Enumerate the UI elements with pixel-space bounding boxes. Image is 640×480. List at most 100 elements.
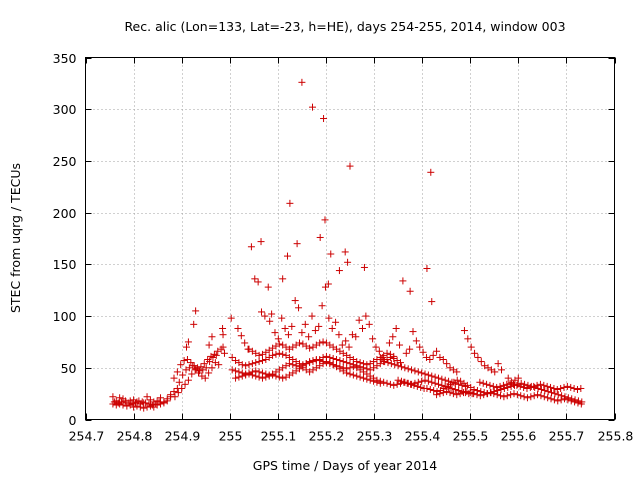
x-tick-label: 255.4 [405, 429, 441, 444]
data-point [499, 381, 507, 389]
data-point [393, 380, 401, 388]
data-point [376, 379, 384, 387]
data-point [553, 386, 561, 394]
data-point [352, 333, 360, 341]
data-point [278, 314, 286, 322]
data-point [443, 360, 451, 368]
data-point [428, 378, 436, 386]
data-point [467, 343, 475, 351]
data-point [269, 351, 277, 359]
data-point [265, 372, 273, 380]
data-point [544, 388, 552, 396]
data-point [258, 374, 266, 382]
data-point [349, 363, 357, 371]
data-point [489, 382, 497, 390]
data-point [241, 339, 249, 347]
data-point [544, 394, 552, 402]
data-point [389, 333, 397, 341]
y-tick-label: 150 [53, 257, 77, 272]
data-point [133, 402, 141, 410]
data-point [474, 353, 482, 361]
data-point [258, 357, 266, 365]
data-point [490, 390, 498, 398]
data-point [453, 376, 461, 384]
data-point [333, 356, 341, 364]
data-point [521, 380, 529, 388]
data-point [503, 392, 511, 400]
data-point [417, 383, 425, 391]
data-point [318, 302, 326, 310]
data-point [232, 367, 240, 375]
data-point [453, 391, 461, 399]
data-point [346, 370, 354, 378]
data-point [281, 324, 289, 332]
data-point [418, 377, 426, 385]
data-point [408, 366, 416, 374]
data-point [428, 372, 436, 380]
data-point [510, 390, 518, 398]
data-point [219, 343, 227, 351]
data-point [486, 389, 494, 397]
data-point [322, 358, 330, 366]
data-point [491, 368, 499, 376]
data-point [513, 391, 521, 399]
data-point [275, 340, 283, 348]
data-point [238, 361, 246, 369]
data-point [363, 375, 371, 383]
data-point [301, 320, 309, 328]
data-point [480, 391, 488, 399]
data-point [155, 398, 163, 406]
data-point [380, 378, 388, 386]
y-tick-label: 250 [53, 154, 77, 169]
data-point [309, 357, 317, 365]
data-point [228, 366, 236, 374]
data-point [513, 381, 521, 389]
data-point [471, 349, 479, 357]
data-point [242, 362, 250, 370]
data-point [247, 243, 255, 251]
data-point [464, 335, 472, 343]
data-point [284, 331, 292, 339]
data-point [363, 361, 371, 369]
data-point [406, 287, 414, 295]
data-point [416, 343, 424, 351]
data-point [321, 216, 329, 224]
data-point [520, 383, 528, 391]
data-point [179, 371, 187, 379]
data-point [205, 341, 213, 349]
data-point [517, 392, 525, 400]
data-point [423, 384, 431, 392]
data-point [418, 369, 426, 377]
data-point [527, 393, 535, 401]
data-point [312, 356, 320, 364]
data-point [506, 379, 514, 387]
data-point [257, 238, 265, 246]
data-point [274, 335, 282, 343]
data-point [379, 353, 387, 361]
data-point [248, 371, 256, 379]
data-point [355, 316, 363, 324]
data-point [157, 394, 165, 402]
data-point [359, 374, 367, 382]
data-point [136, 403, 144, 411]
data-point [460, 327, 468, 335]
data-point [343, 369, 351, 377]
data-point [327, 250, 335, 258]
data-point [234, 324, 242, 332]
data-point [286, 199, 294, 207]
data-point [448, 384, 456, 392]
data-point [356, 373, 364, 381]
data-point [285, 360, 293, 368]
data-point [534, 391, 542, 399]
data-point [401, 378, 409, 386]
data-point [554, 391, 562, 399]
data-point [526, 383, 534, 391]
data-point [429, 351, 437, 359]
data-point [497, 366, 505, 374]
data-point [402, 349, 410, 357]
data-point [143, 393, 151, 401]
data-point [392, 324, 400, 332]
data-point [356, 359, 364, 367]
data-point [533, 381, 541, 389]
y-tick-label: 200 [53, 206, 77, 221]
